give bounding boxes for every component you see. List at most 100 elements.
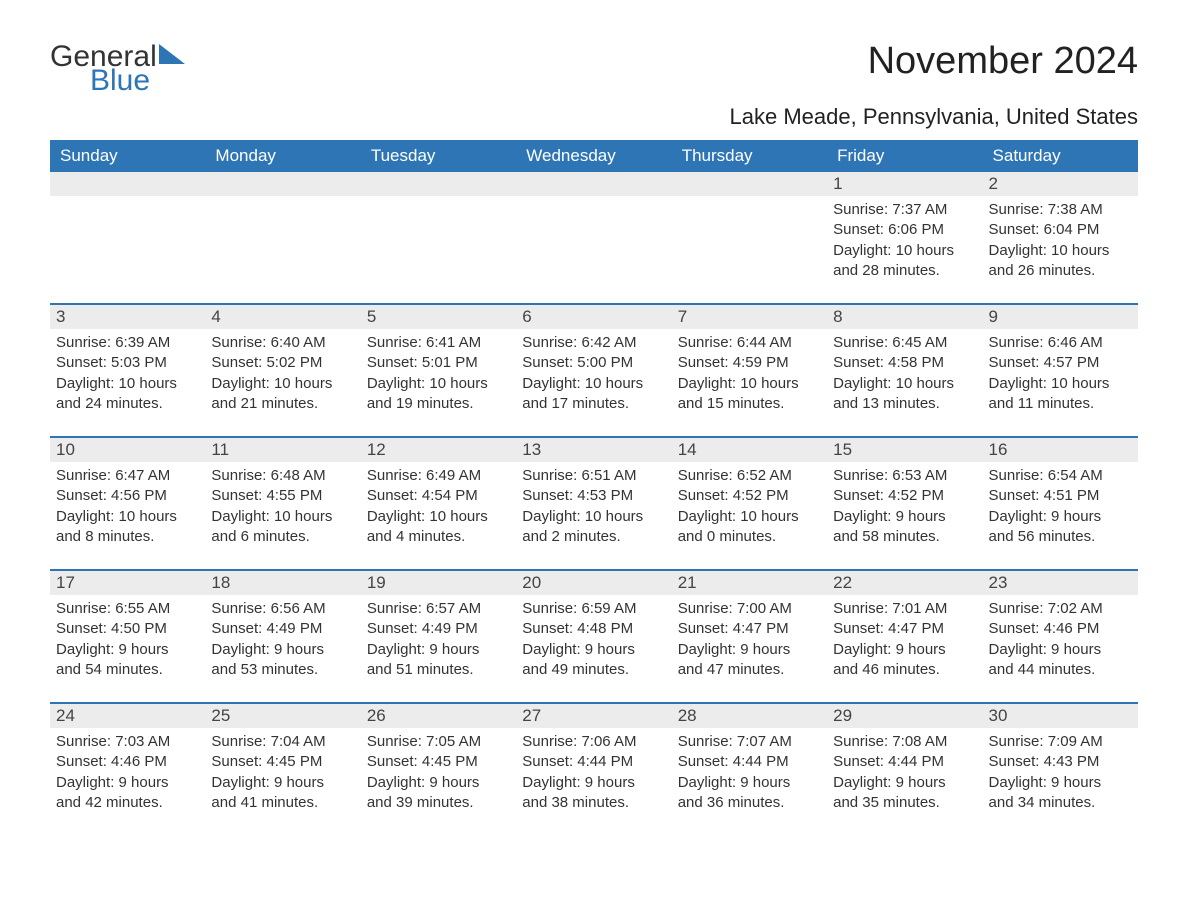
brand-word2: Blue xyxy=(90,66,185,96)
detail-line: Sunset: 4:59 PM xyxy=(678,353,821,373)
day-number: 23 xyxy=(983,571,1138,595)
calendar-cell: 8Sunrise: 6:45 AMSunset: 4:58 PMDaylight… xyxy=(827,304,982,437)
calendar-cell xyxy=(361,172,516,304)
detail-line: and 34 minutes. xyxy=(989,793,1132,813)
calendar-cell: 21Sunrise: 7:00 AMSunset: 4:47 PMDayligh… xyxy=(672,570,827,703)
detail-line: Daylight: 10 hours xyxy=(833,374,976,394)
day-detail: Sunrise: 7:03 AMSunset: 4:46 PMDaylight:… xyxy=(56,732,199,813)
day-number: 2 xyxy=(983,172,1138,196)
dayhdr-sat: Saturday xyxy=(983,140,1138,172)
location-subtitle: Lake Meade, Pennsylvania, United States xyxy=(50,104,1138,130)
calendar-cell: 24 Sunrise: 7:03 AMSunset: 4:46 PMDayligh… xyxy=(50,703,205,835)
detail-line: Daylight: 9 hours xyxy=(989,773,1132,793)
detail-line: and 24 minutes. xyxy=(56,394,199,414)
detail-line: Sunrise: 6:51 AM xyxy=(522,466,665,486)
detail-line: and 4 minutes. xyxy=(367,527,510,547)
detail-line: Daylight: 10 hours xyxy=(833,241,976,261)
day-number xyxy=(50,172,205,196)
page-title: November 2024 xyxy=(868,40,1138,83)
detail-line: Sunset: 4:52 PM xyxy=(833,486,976,506)
day-number xyxy=(361,172,516,196)
day-number: 1 xyxy=(827,172,982,196)
day-number: 24 xyxy=(50,704,205,728)
detail-line: Sunset: 6:06 PM xyxy=(833,220,976,240)
detail-line: Sunset: 6:04 PM xyxy=(989,220,1132,240)
detail-line: Sunrise: 6:56 AM xyxy=(211,599,354,619)
calendar-week-row: 17Sunrise: 6:55 AMSunset: 4:50 PMDayligh… xyxy=(50,570,1138,703)
calendar-week-row: 3Sunrise: 6:39 AMSunset: 5:03 PMDaylight… xyxy=(50,304,1138,437)
detail-line: Daylight: 9 hours xyxy=(522,640,665,660)
calendar-cell: 23 Sunrise: 7:02 AMSunset: 4:46 PMDayligh… xyxy=(983,570,1138,703)
calendar-cell: 20Sunrise: 6:59 AMSunset: 4:48 PMDayligh… xyxy=(516,570,671,703)
day-number: 16 xyxy=(983,438,1138,462)
detail-line: Daylight: 9 hours xyxy=(522,773,665,793)
detail-line: Sunset: 4:44 PM xyxy=(522,752,665,772)
detail-line: Sunset: 4:43 PM xyxy=(989,752,1132,772)
day-number: 22 xyxy=(827,571,982,595)
calendar-cell: 17Sunrise: 6:55 AMSunset: 4:50 PMDayligh… xyxy=(50,570,205,703)
detail-line: and 6 minutes. xyxy=(211,527,354,547)
calendar-cell: 27Sunrise: 7:06 AMSunset: 4:44 PMDayligh… xyxy=(516,703,671,835)
detail-line: and 49 minutes. xyxy=(522,660,665,680)
calendar-cell: 22Sunrise: 7:01 AMSunset: 4:47 PMDayligh… xyxy=(827,570,982,703)
detail-line: Daylight: 9 hours xyxy=(367,773,510,793)
day-detail: Sunrise: 6:49 AMSunset: 4:54 PMDaylight:… xyxy=(367,466,510,547)
day-detail: Sunrise: 7:09 AMSunset: 4:43 PMDaylight:… xyxy=(989,732,1132,813)
day-detail: Sunrise: 6:59 AMSunset: 4:48 PMDaylight:… xyxy=(522,599,665,680)
calendar-cell xyxy=(50,172,205,304)
detail-line: Daylight: 10 hours xyxy=(367,507,510,527)
detail-line: Daylight: 9 hours xyxy=(678,773,821,793)
detail-line: Sunset: 5:03 PM xyxy=(56,353,199,373)
dayhdr-wed: Wednesday xyxy=(516,140,671,172)
detail-line: Sunrise: 7:04 AM xyxy=(211,732,354,752)
detail-line: Daylight: 9 hours xyxy=(56,773,199,793)
detail-line: Daylight: 10 hours xyxy=(211,507,354,527)
calendar-cell: 13Sunrise: 6:51 AMSunset: 4:53 PMDayligh… xyxy=(516,437,671,570)
detail-line: Sunrise: 6:45 AM xyxy=(833,333,976,353)
detail-line: Sunrise: 7:06 AM xyxy=(522,732,665,752)
detail-line: Daylight: 9 hours xyxy=(833,507,976,527)
calendar-cell: 25Sunrise: 7:04 AMSunset: 4:45 PMDayligh… xyxy=(205,703,360,835)
day-number: 11 xyxy=(205,438,360,462)
detail-line: Sunrise: 6:40 AM xyxy=(211,333,354,353)
detail-line: Daylight: 9 hours xyxy=(833,640,976,660)
detail-line: and 26 minutes. xyxy=(989,261,1132,281)
detail-line: Sunset: 4:52 PM xyxy=(678,486,821,506)
day-number: 7 xyxy=(672,305,827,329)
day-number: 6 xyxy=(516,305,671,329)
detail-line: and 42 minutes. xyxy=(56,793,199,813)
detail-line: Sunset: 4:45 PM xyxy=(367,752,510,772)
detail-line: Sunrise: 7:05 AM xyxy=(367,732,510,752)
detail-line: Sunset: 5:01 PM xyxy=(367,353,510,373)
detail-line: Daylight: 10 hours xyxy=(367,374,510,394)
detail-line: and 39 minutes. xyxy=(367,793,510,813)
day-detail: Sunrise: 7:00 AMSunset: 4:47 PMDaylight:… xyxy=(678,599,821,680)
detail-line: Sunset: 4:50 PM xyxy=(56,619,199,639)
calendar-cell: 3Sunrise: 6:39 AMSunset: 5:03 PMDaylight… xyxy=(50,304,205,437)
day-detail: Sunrise: 6:53 AMSunset: 4:52 PMDaylight:… xyxy=(833,466,976,547)
day-number: 15 xyxy=(827,438,982,462)
day-number: 28 xyxy=(672,704,827,728)
calendar-cell xyxy=(672,172,827,304)
day-number xyxy=(672,172,827,196)
detail-line: and 35 minutes. xyxy=(833,793,976,813)
day-detail: Sunrise: 6:54 AMSunset: 4:51 PMDaylight:… xyxy=(989,466,1132,547)
detail-line: Daylight: 9 hours xyxy=(367,640,510,660)
day-detail: Sunrise: 7:06 AMSunset: 4:44 PMDaylight:… xyxy=(522,732,665,813)
detail-line: Sunset: 4:54 PM xyxy=(367,486,510,506)
detail-line: Sunrise: 7:08 AM xyxy=(833,732,976,752)
sail-icon xyxy=(159,40,185,60)
detail-line: and 17 minutes. xyxy=(522,394,665,414)
detail-line: Daylight: 10 hours xyxy=(56,374,199,394)
calendar-cell: 15 Sunrise: 6:53 AMSunset: 4:52 PMDayligh… xyxy=(827,437,982,570)
day-number: 29 xyxy=(827,704,982,728)
detail-line: Sunrise: 6:57 AM xyxy=(367,599,510,619)
detail-line: and 38 minutes. xyxy=(522,793,665,813)
detail-line: and 0 minutes. xyxy=(678,527,821,547)
detail-line: Daylight: 9 hours xyxy=(989,640,1132,660)
day-detail: Sunrise: 7:02 AMSunset: 4:46 PMDaylight:… xyxy=(989,599,1132,680)
detail-line: Sunset: 4:47 PM xyxy=(678,619,821,639)
detail-line: Daylight: 10 hours xyxy=(678,374,821,394)
detail-line: Sunset: 4:48 PM xyxy=(522,619,665,639)
calendar-week-row: 24 Sunrise: 7:03 AMSunset: 4:46 PMDayligh… xyxy=(50,703,1138,835)
